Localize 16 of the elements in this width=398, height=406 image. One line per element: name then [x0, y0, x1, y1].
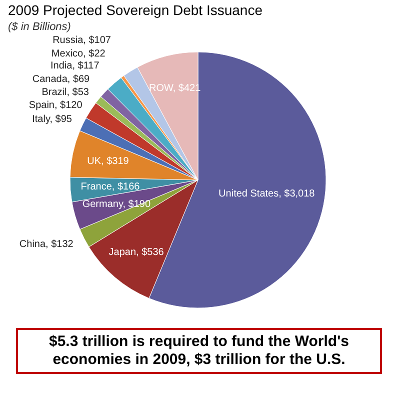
slice-label: Japan, $536	[108, 247, 164, 258]
slice-label: Brazil, $53	[42, 87, 90, 98]
slice-label: China, $132	[19, 238, 74, 250]
slice-label: United States, $3,018	[218, 188, 316, 200]
slice-label: Spain, $120	[28, 100, 83, 111]
slice-label: UK, $319	[87, 156, 130, 167]
slice-label: Canada, $69	[32, 74, 90, 86]
slice-label: Germany, $190	[82, 198, 151, 210]
slice-label: France, $166	[80, 182, 140, 193]
slice-label: Italy, $95	[32, 114, 72, 126]
chart-subtitle: ($ in Billions)	[8, 21, 72, 33]
note-box: $5.3 trillion is required to fund the World's economies in 2009, $3 trillion for the U.S.	[16, 328, 382, 374]
slice-label: Russia, $107	[52, 34, 112, 46]
chart-title: 2009 Projected Sovereign Debt Issuance	[8, 2, 263, 18]
slice-label: India, $117	[50, 60, 100, 72]
slice-label: Mexico, $22	[51, 48, 106, 60]
